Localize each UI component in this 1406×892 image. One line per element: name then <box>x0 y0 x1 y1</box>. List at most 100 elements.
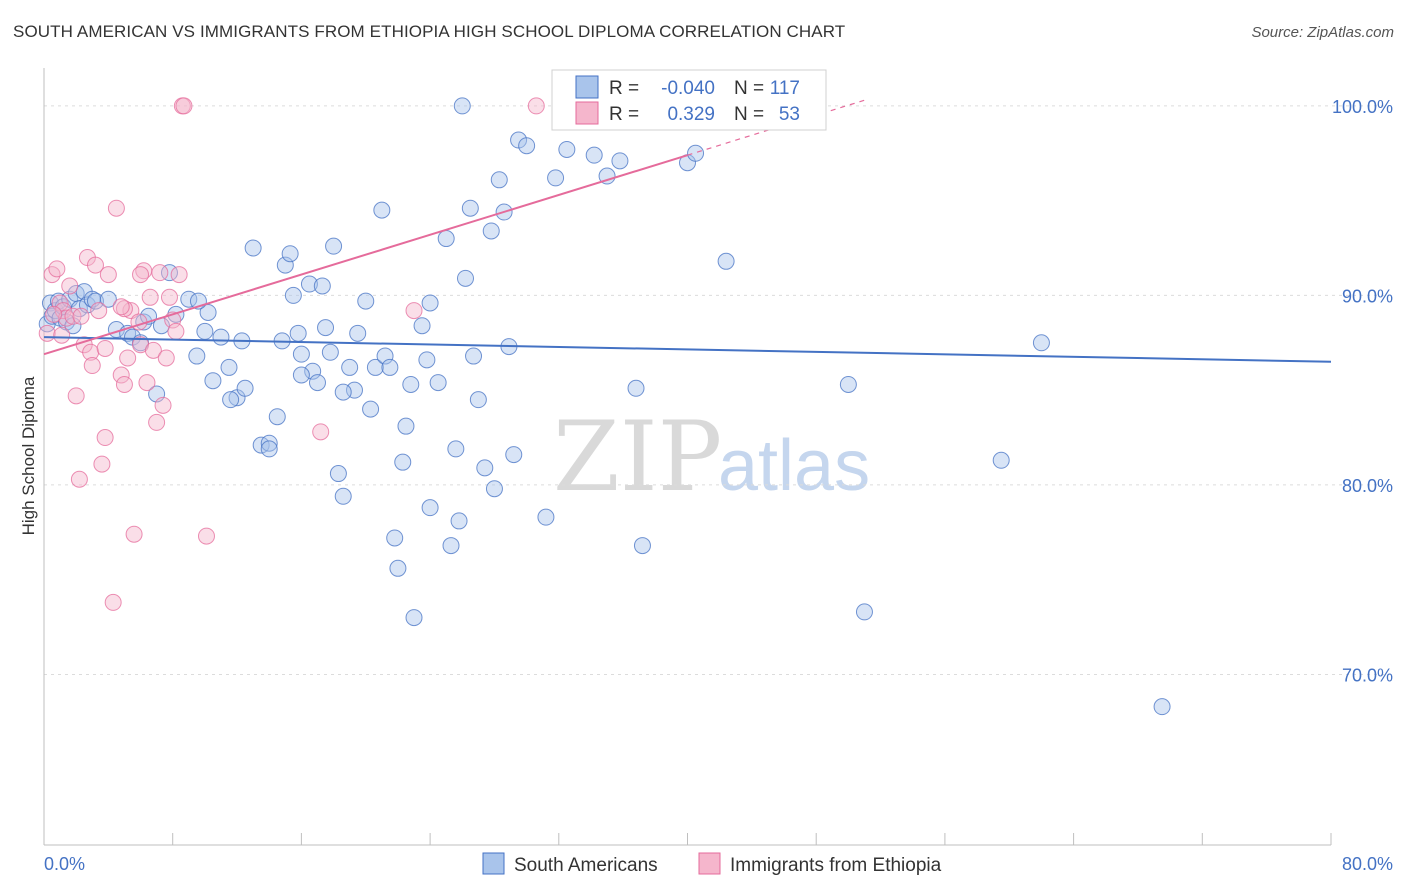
data-point <box>633 537 651 555</box>
data-point <box>490 171 508 189</box>
data-point <box>67 387 85 405</box>
data-point <box>61 277 79 295</box>
stats-n-label-2: N = <box>734 104 764 125</box>
trend-lines <box>43 99 1332 363</box>
data-point <box>992 451 1010 469</box>
y-tick-label-0: 100.0% <box>1332 97 1393 117</box>
data-point <box>341 358 359 376</box>
data-point <box>220 358 238 376</box>
data-point <box>321 343 339 361</box>
stats-r-label-1: R = <box>609 78 639 99</box>
data-point <box>334 383 352 401</box>
data-point <box>260 440 278 458</box>
data-point <box>148 413 166 431</box>
data-point <box>325 237 343 255</box>
data-point <box>421 294 439 312</box>
data-point <box>1153 698 1171 716</box>
data-point <box>157 349 175 367</box>
data-point <box>289 324 307 342</box>
legend-label-ethiopia: Immigrants from Ethiopia <box>730 855 942 876</box>
legend: South Americans Immigrants from Ethiopia <box>482 852 942 876</box>
data-point <box>125 525 143 543</box>
data-point <box>405 302 423 320</box>
data-point <box>437 230 455 248</box>
data-point <box>329 465 347 483</box>
data-point <box>317 319 335 337</box>
data-point <box>482 222 500 240</box>
data-point <box>357 292 375 310</box>
data-point <box>394 453 412 471</box>
data-point <box>386 529 404 547</box>
data-point <box>476 459 494 477</box>
data-point <box>175 97 193 115</box>
stats-r-label-2: R = <box>609 104 639 125</box>
data-point <box>292 366 310 384</box>
data-point <box>107 199 125 217</box>
data-point <box>236 379 254 397</box>
data-point <box>48 260 66 278</box>
data-point <box>138 374 156 392</box>
x-tick-label-1: 80.0% <box>1342 854 1393 874</box>
data-point <box>144 341 162 359</box>
data-point <box>90 302 108 320</box>
y-tick-label-3: 70.0% <box>1342 665 1393 685</box>
data-point <box>53 326 71 344</box>
trend-line-0 <box>43 336 1332 363</box>
data-point <box>485 480 503 498</box>
data-point <box>717 252 735 270</box>
data-point <box>429 374 447 392</box>
data-point <box>547 169 565 187</box>
data-point <box>453 97 471 115</box>
data-point <box>38 324 56 342</box>
data-point <box>115 300 133 318</box>
data-point <box>86 292 104 310</box>
data-point <box>308 374 326 392</box>
x-tick-label-0: 0.0% <box>44 854 85 874</box>
data-point <box>465 347 483 365</box>
data-point <box>96 339 114 357</box>
stats-n-value-1: 117 <box>770 78 800 99</box>
data-point <box>196 322 214 340</box>
data-point <box>304 362 322 380</box>
x-ticks <box>43 833 1332 845</box>
data-point <box>132 266 150 284</box>
data-point <box>244 239 262 257</box>
stats-swatch-ethiopia <box>575 101 599 125</box>
data-point <box>119 349 137 367</box>
data-point <box>141 288 159 306</box>
data-point <box>687 144 705 162</box>
y-tick-label-1: 90.0% <box>1342 286 1393 306</box>
data-point <box>99 290 117 308</box>
chart-title: SOUTH AMERICAN VS IMMIGRANTS FROM ETHIOP… <box>13 22 846 41</box>
stats-r-value-2: 0.329 <box>667 104 715 125</box>
data-point <box>276 256 294 274</box>
data-point <box>461 199 479 217</box>
stats-legend-box: R = -0.040 N = 117 R = 0.329 N = 53 <box>551 69 827 131</box>
data-point <box>537 508 555 526</box>
watermark-atlas: atlas <box>718 426 870 506</box>
y-tick-labels: 100.0% 90.0% 80.0% 70.0% <box>1332 97 1393 686</box>
x-tick-labels: 0.0% 80.0% <box>44 854 1393 874</box>
data-point <box>99 266 117 284</box>
data-point <box>418 351 436 369</box>
data-point <box>855 603 873 621</box>
data-point <box>93 455 111 473</box>
data-point <box>389 559 407 577</box>
stats-r-value-1: -0.040 <box>661 78 715 99</box>
data-point <box>381 358 399 376</box>
watermark: ZIP atlas <box>553 401 870 513</box>
legend-swatch-south-americans <box>482 852 505 875</box>
data-point <box>70 470 88 488</box>
data-point <box>268 408 286 426</box>
data-point <box>58 309 76 327</box>
data-point <box>839 375 857 393</box>
data-point <box>366 358 384 376</box>
data-point <box>397 417 415 435</box>
data-point <box>349 324 367 342</box>
data-point <box>413 317 431 335</box>
data-point <box>598 167 616 185</box>
data-point <box>197 527 215 545</box>
data-point <box>469 391 487 409</box>
y-axis-label: High School Diploma <box>19 376 38 535</box>
